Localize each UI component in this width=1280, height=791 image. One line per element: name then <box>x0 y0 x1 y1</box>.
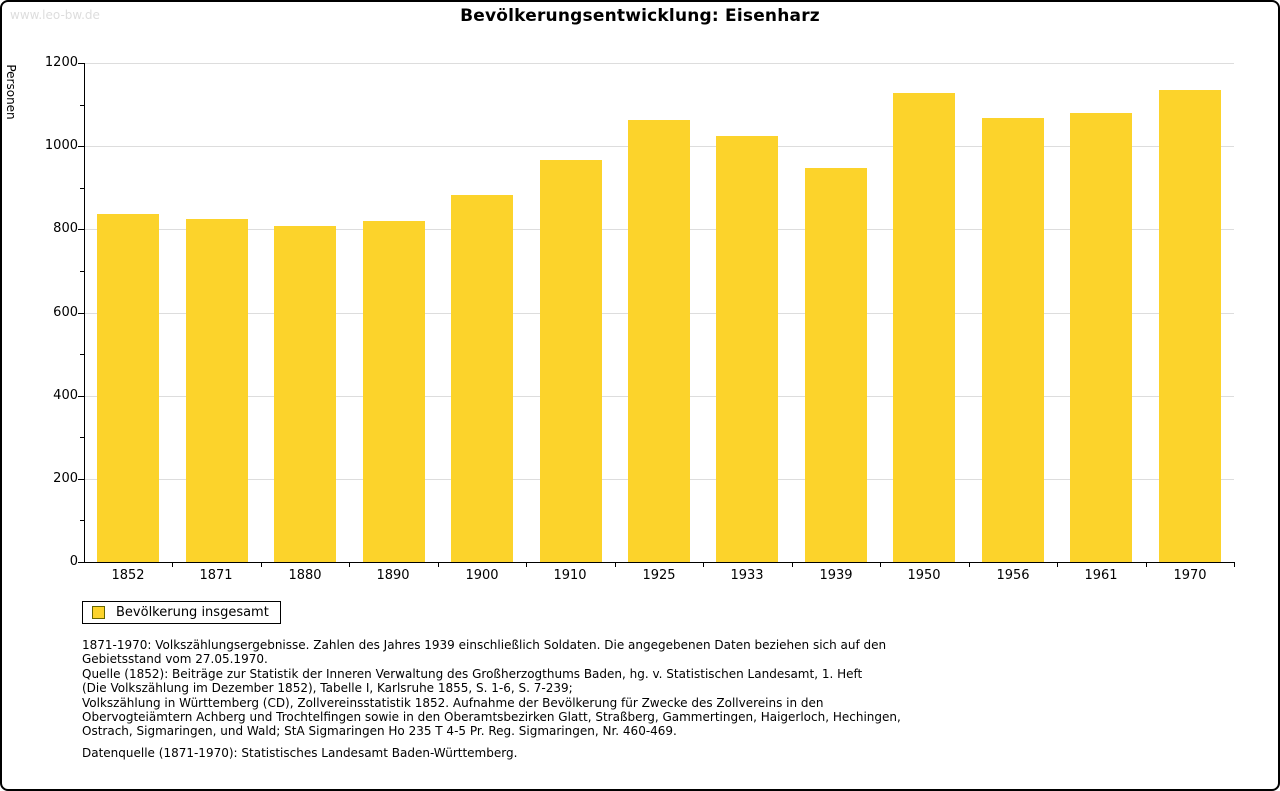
y-tick-1200 <box>78 63 84 64</box>
x-tick <box>1146 563 1147 567</box>
x-tick <box>969 563 970 567</box>
x-tick-label-1939: 1939 <box>819 568 853 583</box>
y-tick-label: 600 <box>53 305 78 320</box>
x-tick <box>703 563 704 567</box>
x-tick <box>792 563 793 567</box>
datasource-note: Datenquelle (1871-1970): Statistisches L… <box>82 746 518 760</box>
x-axis-line <box>84 562 1235 563</box>
bar-1900 <box>451 195 513 562</box>
legend-box: Bevölkerung insgesamt <box>82 601 281 624</box>
legend-label: Bevölkerung insgesamt <box>116 605 269 620</box>
x-tick-label-1933: 1933 <box>730 568 764 583</box>
y-axis-title-text: Personen <box>4 64 18 120</box>
x-tick-label-1970: 1970 <box>1173 568 1207 583</box>
y-tick-500 <box>80 354 84 355</box>
y-tick-700 <box>80 271 84 272</box>
y-tick-800 <box>78 229 84 230</box>
source-note-line: Obervogteiämtern Achberg und Trochtelfin… <box>82 710 901 725</box>
bar-1933 <box>716 136 778 562</box>
x-tick-label-1890: 1890 <box>376 568 410 583</box>
y-tick-100 <box>80 520 84 521</box>
y-tick-0 <box>78 562 84 563</box>
y-tick-label: 0 <box>69 554 78 569</box>
bar-1939 <box>805 168 867 562</box>
source-note-line: Volkszählung in Württemberg (CD), Zollve… <box>82 695 824 710</box>
y-tick-1000 <box>78 146 84 147</box>
source-note-line: (Die Volkszählung im Dezember 1852), Tab… <box>82 681 573 696</box>
x-tick-label-1900: 1900 <box>465 568 499 583</box>
bar-1852 <box>97 214 159 562</box>
bar-1880 <box>274 226 336 562</box>
y-tick-label: 800 <box>53 221 78 236</box>
bar-1950 <box>893 93 955 562</box>
bar-1890 <box>363 221 425 562</box>
source-note-line: Gebietsstand vom 27.05.1970. <box>82 652 268 667</box>
bar-1956 <box>982 118 1044 562</box>
source-note-line: Quelle (1852): Beiträge zur Statistik de… <box>82 666 863 681</box>
x-tick-label-1961: 1961 <box>1084 568 1118 583</box>
x-tick <box>1234 563 1235 567</box>
x-tick <box>615 563 616 567</box>
y-tick-label: 1000 <box>44 138 78 153</box>
x-tick <box>1057 563 1058 567</box>
y-tick-300 <box>80 437 84 438</box>
x-tick-label-1925: 1925 <box>642 568 676 583</box>
y-axis-line <box>84 63 85 563</box>
x-tick <box>261 563 262 567</box>
x-tick <box>172 563 173 567</box>
bar-1910 <box>540 160 602 562</box>
x-tick-label-1956: 1956 <box>996 568 1030 583</box>
x-tick-label-1852: 1852 <box>111 568 145 583</box>
y-tick-400 <box>78 396 84 397</box>
y-tick-1100 <box>80 105 84 106</box>
x-tick <box>880 563 881 567</box>
x-tick-label-1880: 1880 <box>288 568 322 583</box>
x-tick-label-1950: 1950 <box>907 568 941 583</box>
x-tick <box>438 563 439 567</box>
bar-1961 <box>1070 113 1132 562</box>
legend-swatch-icon <box>92 606 105 619</box>
y-tick-label: 400 <box>53 388 78 403</box>
x-tick <box>526 563 527 567</box>
x-tick-label-1910: 1910 <box>553 568 587 583</box>
bar-1871 <box>186 219 248 562</box>
x-tick <box>349 563 350 567</box>
y-tick-label: 200 <box>53 471 78 486</box>
bar-1970 <box>1159 90 1221 562</box>
y-tick-600 <box>78 313 84 314</box>
source-note-line: 1871-1970: Volkszählungsergebnisse. Zahl… <box>82 638 887 652</box>
source-note-line: Ostrach, Sigmaringen, und Wald; StA Sigm… <box>82 724 677 739</box>
page-title: Bevölkerungsentwicklung: Eisenharz <box>460 6 820 26</box>
bar-1925 <box>628 120 690 562</box>
y-tick-900 <box>80 188 84 189</box>
y-tick-200 <box>78 479 84 480</box>
gridline <box>84 63 1234 64</box>
watermark: www.leo-bw.de <box>10 8 100 22</box>
x-tick-label-1871: 1871 <box>199 568 233 583</box>
y-tick-label: 1200 <box>44 55 78 70</box>
source-notes: 1871-1970: Volkszählungsergebnisse. Zahl… <box>82 638 901 739</box>
